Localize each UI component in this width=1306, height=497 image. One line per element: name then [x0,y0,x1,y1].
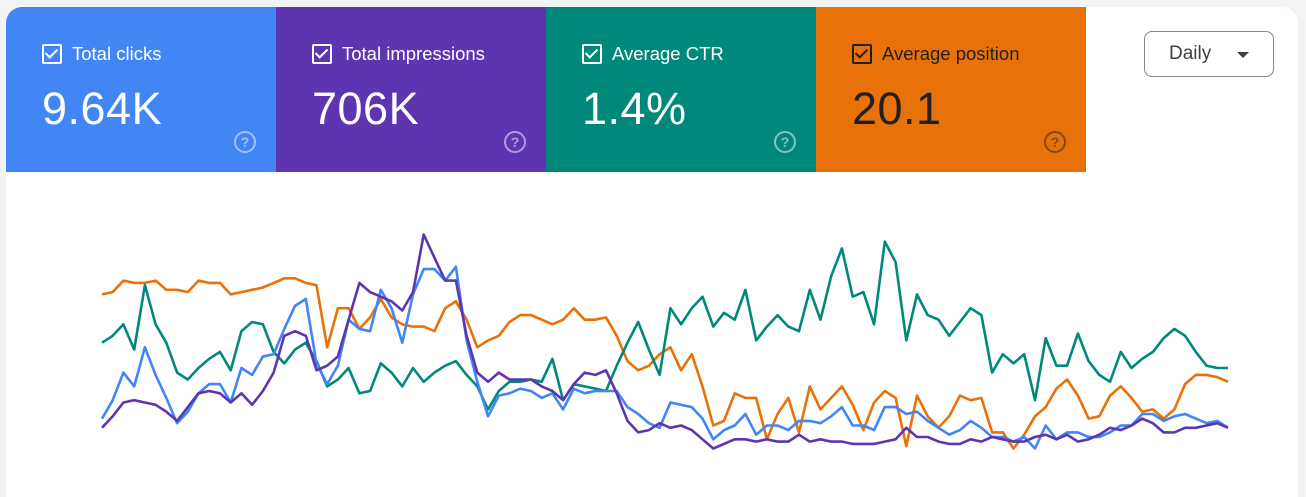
metric-label: Total impressions [342,43,485,64]
checkbox-checked-icon[interactable] [852,44,872,64]
metric-label: Average CTR [612,43,724,64]
metric-value: 1.4% [582,83,687,134]
series-line-total-clicks [100,265,1229,450]
metric-tiles: Total clicks 9.64K ? Total impressions 7… [6,7,1086,172]
help-icon[interactable]: ? [1044,131,1066,153]
series-line-average-position [101,276,1229,450]
checkbox-checked-icon[interactable] [42,44,62,64]
metric-tile-total-clicks[interactable]: Total clicks 9.64K ? [6,7,276,172]
checkbox-checked-icon[interactable] [312,44,332,64]
metric-tile-average-ctr[interactable]: Average CTR 1.4% ? [546,7,816,172]
metric-value: 9.64K [42,83,163,134]
series-line-total-impressions [101,233,1229,450]
help-icon[interactable]: ? [504,131,526,153]
metric-value: 706K [312,83,420,134]
metric-value: 20.1 [852,83,942,134]
metric-tile-average-position[interactable]: Average position 20.1 ? [816,7,1086,172]
performance-card: Total clicks 9.64K ? Total impressions 7… [6,7,1298,497]
granularity-selected: Daily [1169,43,1212,64]
checkbox-checked-icon[interactable] [582,44,602,64]
performance-line-chart [100,233,1229,450]
granularity-dropdown[interactable]: Daily [1144,31,1274,77]
caret-down-icon [1237,52,1249,58]
help-icon[interactable]: ? [234,131,256,153]
metric-label: Average position [882,43,1020,64]
series-line-average-ctr [101,240,1228,411]
metric-tile-total-impressions[interactable]: Total impressions 706K ? [276,7,546,172]
help-icon[interactable]: ? [774,131,796,153]
metric-label: Total clicks [72,43,162,64]
